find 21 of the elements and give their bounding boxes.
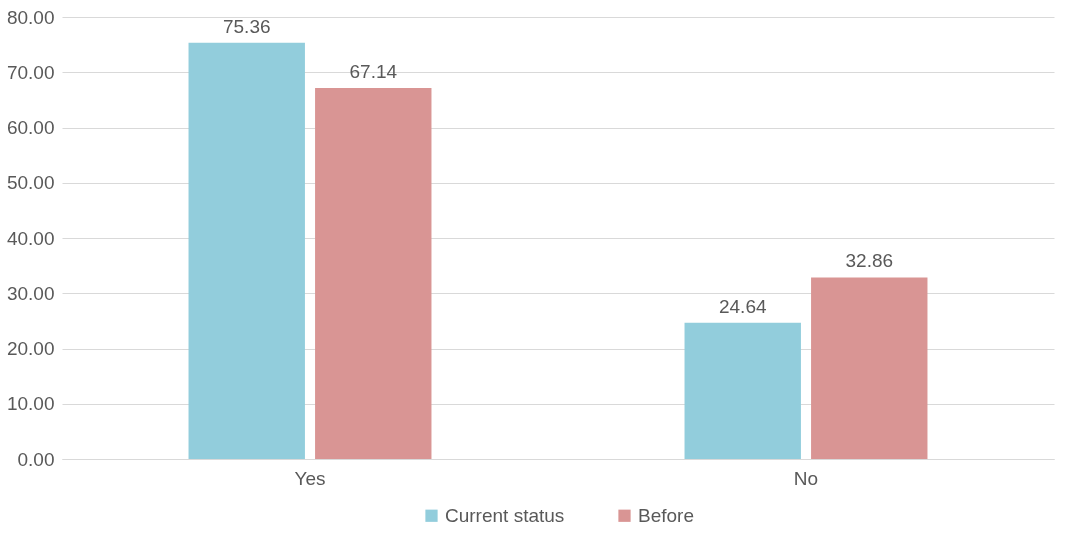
y-tick-label: 60.00 <box>6 117 55 138</box>
data-label: 67.14 <box>349 61 398 83</box>
x-tick-label: No <box>793 467 819 489</box>
y-tick-label: 80.00 <box>6 6 55 28</box>
y-tick-label: 20.00 <box>6 338 55 359</box>
data-label: 75.36 <box>222 15 271 37</box>
x-tick-label: Yes <box>294 467 326 489</box>
bar <box>811 277 928 459</box>
y-tick-label: 70.00 <box>6 61 55 83</box>
data-label: 32.86 <box>845 250 894 272</box>
y-tick-label: 0.00 <box>17 448 55 470</box>
data-label: 24.64 <box>718 295 767 317</box>
y-tick-label: 50.00 <box>6 172 55 194</box>
legend-label: Current status <box>445 504 565 526</box>
bar <box>188 42 305 459</box>
bar <box>684 322 801 459</box>
y-tick-label: 40.00 <box>6 227 55 249</box>
bar <box>315 88 432 459</box>
y-tick-label: 10.00 <box>6 393 55 415</box>
y-tick-label: 30.00 <box>6 282 55 304</box>
legend-label: Before <box>638 504 694 526</box>
